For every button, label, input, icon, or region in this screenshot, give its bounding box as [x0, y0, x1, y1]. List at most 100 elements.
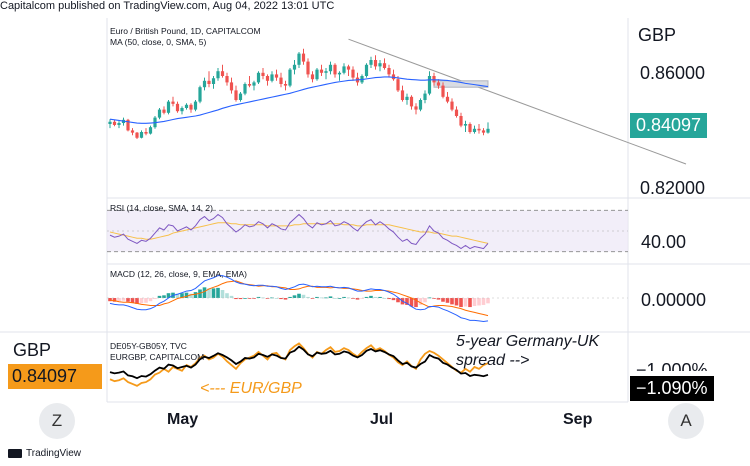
macd-histogram-bar	[378, 296, 382, 298]
rsi-legend: RSI (14, close, SMA, 14, 2)	[110, 203, 213, 213]
candle-body	[432, 76, 436, 83]
macd-histogram-bar	[166, 293, 171, 298]
candle-body	[166, 101, 171, 113]
macd-histogram-bar	[117, 298, 121, 302]
candle-body	[306, 61, 310, 75]
macd-histogram-bar	[301, 294, 306, 298]
macd-signal-line	[109, 280, 489, 317]
candle-body	[256, 72, 261, 83]
candle-body	[400, 90, 405, 100]
candle-body	[333, 64, 337, 75]
candle-body	[225, 76, 229, 83]
spread-line	[109, 342, 489, 387]
candle-body	[157, 109, 162, 118]
candle-body	[328, 64, 333, 72]
candle-body	[112, 121, 117, 125]
macd-histogram-bar	[252, 298, 256, 299]
macd-histogram-bar	[468, 298, 472, 308]
macd-histogram-bar	[396, 298, 400, 303]
candle-body	[297, 53, 301, 65]
candle-body	[342, 66, 346, 73]
macd-histogram-bar	[445, 298, 450, 303]
macd-histogram-bar	[324, 297, 328, 299]
candle-body	[292, 64, 297, 70]
candle-body	[409, 96, 414, 107]
macd-histogram-bar	[292, 295, 297, 298]
candle-body	[427, 76, 432, 94]
spread-annotation: 5-year Germany-UK spread -->	[456, 332, 628, 370]
macd-histogram-bar	[279, 298, 283, 300]
price-axis-unit: GBP	[638, 25, 677, 45]
trendline	[348, 38, 687, 165]
candle-body	[310, 74, 315, 80]
candle-body	[139, 132, 144, 138]
macd-histogram-bar	[126, 298, 130, 302]
overlay-legend-spread: DE05Y-GB05Y, TVC	[110, 341, 187, 351]
macd-histogram-bar	[274, 298, 279, 299]
overlay-legend: DE05Y-GB05Y, TVC EURGBP, CAPITALCOM	[110, 341, 204, 363]
candle-body	[117, 123, 121, 125]
candle-body	[175, 103, 180, 112]
candle-body	[454, 109, 459, 116]
macd-histogram-bar	[189, 293, 193, 298]
candle-body	[180, 108, 184, 112]
candle-body	[364, 64, 369, 76]
auto-scale-button[interactable]: A	[668, 403, 704, 439]
macd-histogram-bar	[157, 295, 162, 298]
macd-histogram-bar	[139, 298, 144, 304]
macd-histogram-bar	[405, 298, 409, 305]
candle-body	[445, 96, 450, 102]
macd-histogram-bar	[328, 296, 333, 298]
price-legend-ma: MA (50, close, 0, SMA, 5)	[110, 37, 207, 47]
macd-histogram-bar	[486, 298, 490, 304]
candle-body	[315, 69, 319, 80]
macd-histogram-bar	[243, 298, 247, 299]
candle-body	[396, 79, 400, 91]
candle-body	[171, 101, 175, 104]
macd-histogram-bar	[409, 298, 414, 307]
candle-body	[108, 121, 112, 124]
macd-histogram-bar	[306, 296, 310, 298]
macd-histogram-bar	[184, 292, 189, 298]
macd-histogram-bar	[135, 298, 139, 304]
macd-histogram-bar	[288, 296, 292, 298]
candle-body	[130, 130, 135, 133]
macd-histogram-bar	[144, 298, 148, 303]
macd-legend: MACD (12, 26, close, 9, EMA, EMA)	[110, 269, 247, 279]
spread-annotation-text: 5-year Germany-UK spread -->	[456, 333, 600, 369]
candle-body	[351, 69, 355, 78]
candle-body	[229, 82, 234, 91]
macd-histogram-bar	[121, 298, 126, 301]
macd-histogram-bar	[175, 293, 180, 298]
macd-histogram-bar	[391, 298, 396, 301]
macd-histogram-bar	[220, 290, 225, 298]
macd-histogram-bar	[387, 298, 391, 300]
candle-body	[301, 53, 306, 62]
rsi-ma-line	[109, 222, 489, 244]
macd-histogram-bar	[369, 295, 373, 298]
macd-histogram-bar	[108, 298, 112, 302]
publisher-caption: Capitalcom published on TradingView.com,…	[0, 0, 335, 12]
candle-body	[216, 71, 220, 79]
macd-histogram-bar	[238, 298, 243, 300]
ma-line	[109, 76, 489, 124]
candle-body	[463, 124, 468, 126]
price-tick-upper: 0.86000	[640, 63, 706, 83]
candle-body	[378, 63, 382, 67]
rsi-line	[109, 213, 489, 250]
macd-histogram-bar	[333, 298, 337, 299]
candle-body	[274, 74, 279, 78]
macd-histogram-bar	[454, 298, 459, 306]
macd-histogram-bar	[342, 296, 346, 298]
candle-body	[369, 60, 373, 65]
candle-body	[207, 80, 211, 84]
price-legend-symbol: Euro / British Pound, 1D, CAPITALCOM	[110, 26, 261, 36]
macd-histogram-bar	[207, 288, 211, 298]
candle-body	[135, 132, 139, 138]
macd-histogram-bar	[112, 298, 117, 302]
zoom-toggle-button[interactable]: Z	[39, 403, 75, 439]
candle-body	[270, 74, 274, 81]
last-price-badge: 0.84097	[630, 113, 708, 138]
tradingview-logo-icon	[8, 448, 22, 458]
